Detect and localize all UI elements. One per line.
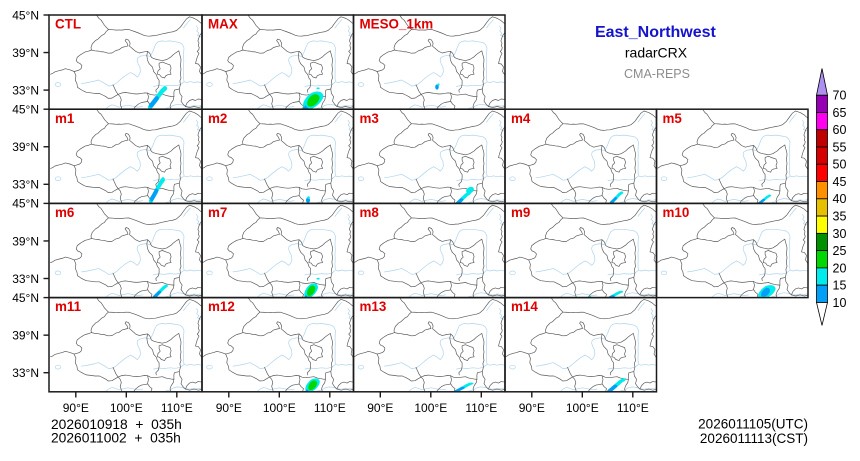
svg-text:30: 30 [833, 227, 847, 241]
svg-text:90°E: 90°E [367, 401, 393, 415]
svg-text:2026011105(UTC): 2026011105(UTC) [698, 417, 808, 432]
svg-text:50: 50 [833, 158, 847, 172]
svg-text:65: 65 [833, 106, 847, 120]
svg-text:39°N: 39°N [12, 328, 39, 342]
svg-text:45: 45 [833, 175, 847, 189]
svg-text:33°N: 33°N [12, 272, 39, 286]
svg-text:45°N: 45°N [12, 8, 39, 22]
svg-text:2026011002 + 035h: 2026011002 + 035h [51, 431, 181, 446]
svg-text:45°N: 45°N [12, 103, 39, 117]
svg-text:90°E: 90°E [519, 401, 545, 415]
svg-text:m12: m12 [208, 299, 235, 314]
svg-text:m6: m6 [55, 205, 74, 220]
svg-text:m1: m1 [55, 111, 75, 126]
svg-text:33°N: 33°N [12, 83, 39, 97]
svg-text:m11: m11 [55, 299, 82, 314]
svg-text:2026011113(CST): 2026011113(CST) [700, 431, 808, 446]
svg-text:20: 20 [833, 261, 847, 275]
svg-text:15: 15 [833, 279, 847, 293]
svg-text:100°E: 100°E [566, 401, 599, 415]
svg-text:m14: m14 [511, 299, 538, 314]
svg-text:100°E: 100°E [110, 401, 143, 415]
svg-text:m13: m13 [360, 299, 387, 314]
svg-text:110°E: 110°E [314, 401, 346, 415]
svg-text:CMA-REPS: CMA-REPS [624, 67, 690, 81]
svg-text:60: 60 [833, 123, 847, 137]
svg-text:radarCRX: radarCRX [625, 45, 688, 61]
svg-text:39°N: 39°N [12, 46, 39, 60]
svg-text:110°E: 110°E [617, 401, 649, 415]
svg-text:East_Northwest: East_Northwest [595, 24, 717, 41]
svg-text:70: 70 [833, 89, 847, 103]
svg-text:2026010918 + 035h: 2026010918 + 035h [51, 417, 182, 432]
svg-text:39°N: 39°N [12, 140, 39, 154]
svg-text:33°N: 33°N [12, 366, 39, 380]
svg-text:m9: m9 [511, 205, 530, 220]
svg-text:25: 25 [833, 244, 847, 258]
svg-text:MESO_1km: MESO_1km [360, 17, 434, 32]
svg-text:m10: m10 [663, 205, 690, 220]
svg-text:40: 40 [833, 192, 847, 206]
svg-text:m2: m2 [208, 111, 227, 126]
svg-text:90°E: 90°E [63, 401, 89, 415]
svg-text:45°N: 45°N [12, 197, 39, 211]
svg-text:CTL: CTL [55, 17, 81, 32]
svg-text:100°E: 100°E [263, 401, 296, 415]
svg-text:90°E: 90°E [216, 401, 242, 415]
svg-text:110°E: 110°E [465, 401, 497, 415]
svg-text:m5: m5 [663, 111, 683, 126]
svg-text:39°N: 39°N [12, 234, 39, 248]
svg-text:100°E: 100°E [414, 401, 447, 415]
svg-text:m4: m4 [511, 111, 531, 126]
svg-text:33°N: 33°N [12, 178, 39, 192]
svg-text:m7: m7 [208, 205, 227, 220]
svg-text:MAX: MAX [208, 17, 238, 32]
svg-text:m8: m8 [360, 205, 380, 220]
svg-text:55: 55 [833, 140, 847, 154]
svg-text:10: 10 [833, 296, 847, 310]
svg-text:110°E: 110°E [161, 401, 193, 415]
svg-text:45°N: 45°N [12, 291, 39, 305]
svg-text:35: 35 [833, 209, 847, 223]
svg-text:m3: m3 [360, 111, 379, 126]
